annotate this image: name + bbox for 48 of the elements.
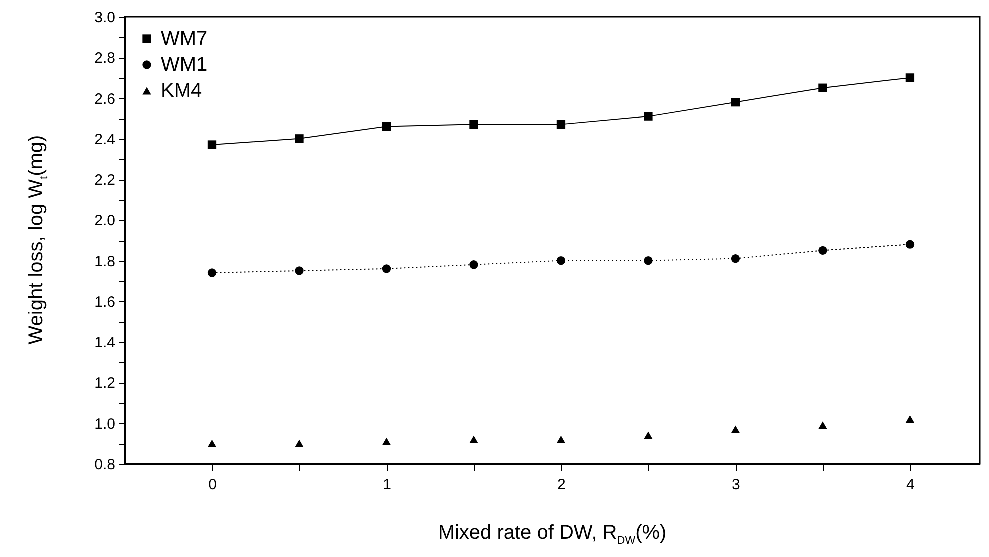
point — [644, 256, 653, 266]
y-tick-label: 2.4 — [94, 131, 116, 148]
point — [731, 98, 740, 107]
x-tick-label: 3 — [732, 476, 740, 494]
point — [295, 266, 304, 276]
point — [295, 440, 304, 448]
point — [470, 120, 478, 130]
y-tick-label: 2.6 — [94, 90, 116, 108]
y-tick-label: 1.6 — [94, 294, 116, 311]
y-tick-label: 0.8 — [94, 456, 116, 474]
legend-label: WM7 — [161, 28, 208, 50]
point — [644, 432, 653, 440]
y-tick-label: 1.4 — [94, 334, 116, 352]
x-tick-label: 4 — [906, 476, 915, 494]
y-tick-label: 2.0 — [94, 212, 116, 230]
point — [818, 422, 828, 430]
point — [382, 122, 392, 132]
point — [556, 120, 566, 130]
point — [644, 112, 653, 121]
point — [556, 436, 566, 444]
point — [731, 254, 740, 264]
y-tick-label: 2.8 — [94, 50, 116, 68]
point — [208, 440, 217, 448]
point — [295, 134, 304, 144]
legend-label: KM4 — [161, 80, 202, 102]
legend-label: WM1 — [161, 54, 208, 76]
y-tick-label: 1.8 — [94, 253, 116, 270]
x-tick-label: 0 — [208, 476, 217, 494]
y-tick-label: 1.2 — [94, 375, 116, 392]
point — [470, 436, 478, 444]
y-tick-label: 3.0 — [94, 10, 116, 26]
x-tick-label: 1 — [383, 476, 392, 494]
point — [818, 246, 828, 255]
point — [731, 426, 740, 434]
y-tick-label: 1.0 — [94, 416, 116, 433]
point — [556, 256, 566, 266]
point — [208, 140, 217, 150]
point — [906, 74, 915, 82]
point — [208, 268, 217, 278]
point — [906, 240, 915, 249]
point — [470, 260, 478, 270]
point — [382, 438, 392, 446]
point — [382, 264, 392, 274]
y-tick-label: 2.2 — [94, 172, 116, 190]
point — [818, 84, 828, 92]
x-tick-label: 2 — [558, 476, 566, 494]
x-axis-title: Mixed rate of DW, R$_{DW}$(%) — [437, 522, 668, 547]
point — [906, 416, 915, 424]
